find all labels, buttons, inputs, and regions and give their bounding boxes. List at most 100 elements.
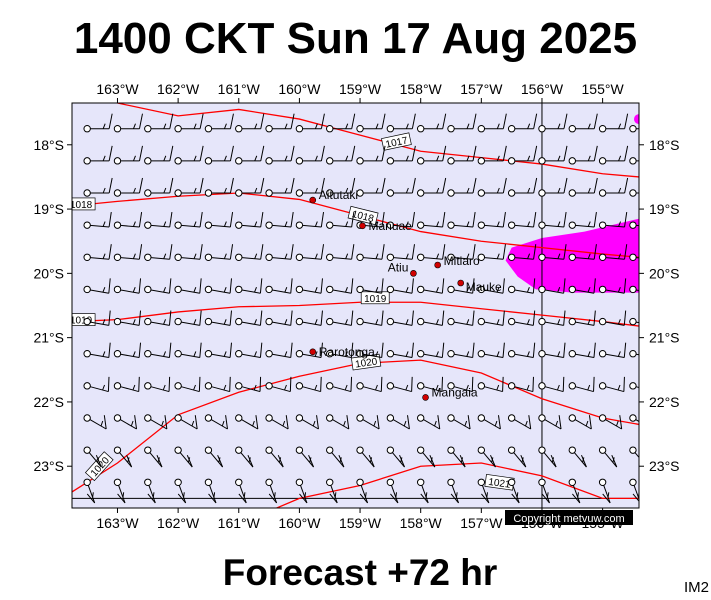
barb-feather — [649, 188, 651, 193]
station-circle — [507, 478, 516, 486]
barb-feather — [229, 342, 232, 358]
barb-feather — [199, 342, 202, 358]
station-circle — [568, 189, 576, 197]
barb-feather — [229, 244, 234, 260]
barb-feather — [532, 342, 536, 358]
axis-ticks: 163°W 163°W 162°W 162°W 161°W 161°W 160°W 160°W… — [33, 81, 679, 531]
barb-feather — [213, 492, 216, 498]
wind-barb — [174, 376, 201, 393]
barb-feather — [193, 221, 197, 227]
wind-barb — [295, 278, 323, 294]
wind-barb — [295, 310, 323, 326]
barb-shaft — [573, 452, 587, 468]
barb-shaft — [603, 485, 611, 504]
barb-shaft — [180, 419, 198, 430]
barb-feather — [132, 287, 136, 293]
station-circle — [416, 446, 425, 454]
barb-feather — [290, 212, 294, 228]
place-marker — [422, 394, 429, 401]
barb-shaft — [211, 257, 231, 260]
station-circle — [205, 511, 211, 517]
station-circle — [174, 221, 182, 229]
barb-shaft — [454, 321, 473, 326]
barb-feather — [472, 145, 477, 161]
barb-feather — [351, 113, 356, 129]
barb-shaft — [181, 289, 200, 294]
barb-feather — [472, 113, 477, 129]
station-circle — [568, 350, 576, 358]
barb-feather — [138, 113, 143, 129]
barb-feather — [193, 123, 197, 129]
barb-shaft — [635, 419, 639, 423]
barb-feather — [350, 342, 354, 358]
station-circle — [326, 414, 334, 422]
barb-feather — [127, 457, 130, 463]
barb-feather — [533, 145, 538, 161]
barb-feather — [655, 311, 656, 326]
barb-shaft — [331, 452, 345, 468]
barb-shaft — [241, 224, 261, 228]
station-circle — [326, 189, 334, 197]
barb-shaft — [393, 353, 413, 359]
barb-shaft — [575, 289, 595, 294]
barb-shaft — [120, 419, 137, 430]
lat-label-left: 23°S — [33, 458, 64, 474]
barb-shaft — [514, 419, 531, 430]
barb-feather — [320, 212, 325, 228]
station-circle — [629, 157, 637, 165]
station-circle — [629, 125, 637, 133]
station-circle — [477, 157, 486, 165]
station-circle — [113, 253, 122, 261]
station-circle — [447, 350, 455, 358]
isobar-label: 1019 — [72, 313, 96, 327]
barb-feather — [502, 113, 507, 129]
station-circle — [477, 253, 486, 261]
barb-feather — [284, 287, 288, 293]
station-circle — [598, 350, 607, 358]
barb-shaft — [393, 321, 413, 326]
barb-feather — [299, 493, 308, 504]
barb-shaft — [423, 386, 443, 393]
place-label: Mangaia — [432, 385, 478, 399]
station-circle — [386, 317, 395, 326]
isobar-label: 1018 — [347, 205, 379, 226]
station-circle — [629, 446, 637, 454]
barb-feather — [496, 384, 500, 391]
barb-shaft — [423, 257, 443, 260]
station-circle — [629, 189, 637, 197]
barb-feather — [441, 376, 444, 392]
barb-feather — [290, 278, 293, 294]
wind-barb — [386, 145, 416, 165]
wind-barb — [447, 212, 476, 229]
barb-shaft — [575, 321, 595, 326]
barb-feather — [368, 455, 375, 468]
station-circle — [144, 189, 152, 197]
barb-feather — [132, 384, 136, 391]
map-background — [72, 103, 639, 508]
barb-feather — [138, 212, 143, 228]
wind-barb — [204, 478, 217, 504]
barb-feather — [314, 384, 318, 391]
barb-shaft — [89, 419, 107, 430]
wind-barb — [568, 145, 598, 165]
station-circle — [265, 414, 273, 422]
station-circle — [416, 253, 425, 261]
wind-barb — [326, 376, 353, 393]
wind-barb — [477, 177, 507, 197]
wind-barb — [204, 244, 234, 261]
barb-feather — [511, 493, 520, 504]
barb-shaft — [360, 485, 369, 504]
barb-feather — [623, 342, 627, 358]
station-circle — [568, 221, 576, 229]
wind-barb — [295, 244, 325, 261]
lat-label-left: 18°S — [33, 137, 64, 153]
barb-feather — [405, 351, 409, 357]
barb-feather — [611, 455, 618, 468]
barb-shaft — [239, 485, 247, 504]
barb-shaft — [362, 419, 380, 430]
barb-shaft — [181, 353, 200, 359]
isobar-label-box — [351, 353, 382, 371]
station-circle — [387, 511, 393, 517]
barb-feather — [587, 351, 591, 357]
barb-feather — [338, 455, 345, 468]
